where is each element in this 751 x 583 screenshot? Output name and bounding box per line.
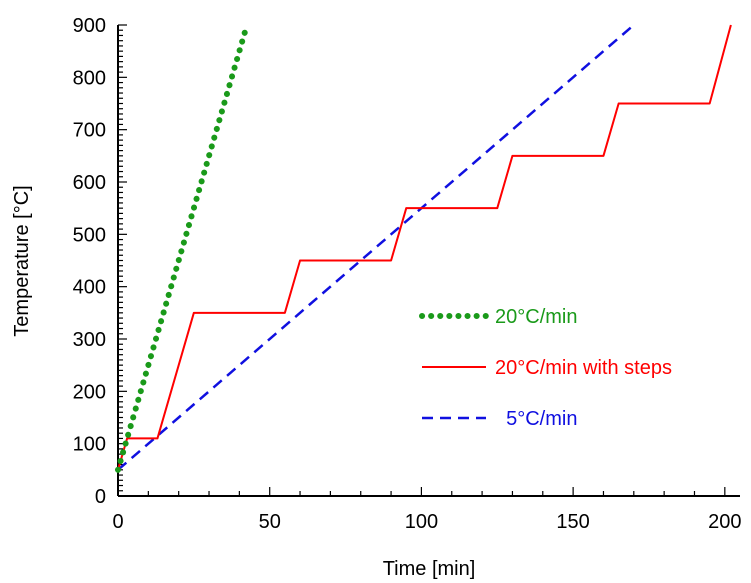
x-tick-label: 50: [259, 511, 281, 533]
y-tick-label: 700: [73, 120, 106, 142]
y-tick-label: 800: [73, 67, 106, 89]
y-tick-label: 400: [73, 277, 106, 299]
y-tick-label: 500: [73, 224, 106, 246]
y-tick-label: 600: [73, 172, 106, 194]
axes: [117, 25, 740, 497]
y-tick-label: 300: [73, 329, 106, 351]
y-axis-label: Temperature [°C]: [11, 185, 33, 336]
series-line-1: [117, 24, 732, 471]
y-tick-label: 0: [95, 486, 106, 508]
legend-label-20c-per-min: 20°C/min: [495, 306, 577, 328]
legend-label-20c-per-min-with-steps: 20°C/min with steps: [495, 357, 672, 379]
y-tick-label: 100: [73, 434, 106, 456]
x-tick-label: 100: [405, 511, 438, 533]
legend: 20°C/min 20°C/min with steps 5°C/min: [419, 306, 672, 430]
x-axis-label: Time [min]: [383, 558, 476, 580]
series-line-2: [117, 24, 635, 471]
y-tick-label: 200: [73, 381, 106, 403]
y-tick-label: 900: [73, 15, 106, 37]
series-line-0: [115, 22, 250, 473]
x-tick-label: 150: [556, 511, 589, 533]
series-layer: [115, 22, 732, 473]
axis-ticks: 0 100 200 300 400 500 600 700 800 900 0 50 100 150 200: [73, 15, 742, 533]
legend-label-5c-per-min: 5°C/min: [495, 408, 577, 430]
x-tick-label: 0: [112, 511, 123, 533]
x-tick-label: 200: [708, 511, 741, 533]
